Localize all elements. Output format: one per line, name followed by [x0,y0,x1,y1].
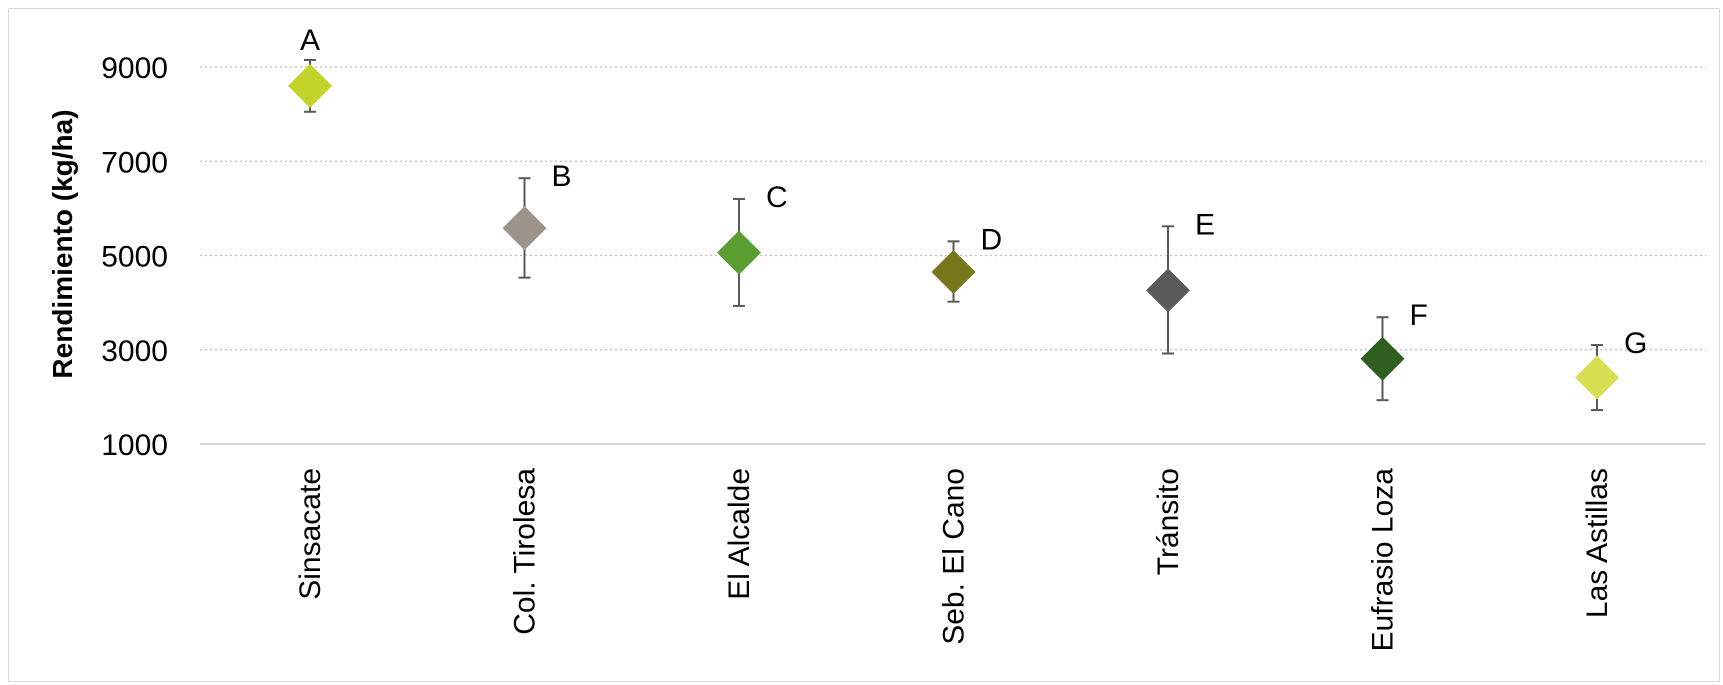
category-label: Las Astillas [1581,468,1614,618]
data-point-marker [1146,268,1190,313]
significance-letter: F [1410,299,1428,332]
data-point-marker [717,230,761,275]
error-bars [304,58,1603,412]
category-label: Col. Tirolesa [509,468,542,635]
category-label: Tránsito [1152,468,1185,575]
significance-letter: C [766,181,788,214]
category-label: Sinsacate [294,468,327,600]
data-point-marker [288,63,332,108]
data-point-marker [1575,355,1619,400]
category-label: El Alcalde [723,468,756,600]
significance-letter: A [300,24,320,57]
significance-letter: E [1195,208,1215,241]
significance-letter: B [552,160,572,193]
y-axis-title: Rendimiento (kg/ha) [47,109,78,378]
y-tick-label: 3000 [101,335,168,368]
chart-frame [8,8,1720,682]
y-tick-label: 5000 [101,241,168,274]
y-tick-label: 1000 [101,429,168,462]
y-axis: 1000 3000 5000 7000 9000 [101,52,168,462]
significance-letters: A B C D E F G [300,24,1647,360]
significance-letter: G [1624,327,1647,360]
category-label: Seb. El Cano [938,468,971,645]
gridlines [200,66,1706,445]
y-tick-label: 9000 [101,52,168,85]
category-label: Eufrasio Loza [1367,468,1400,652]
data-point-marker [1360,336,1405,381]
x-axis-categories: Sinsacate Col. Tirolesa El Alcalde Seb. El … [294,468,1614,652]
significance-letter: D [981,223,1003,256]
data-markers [288,63,1619,400]
y-tick-label: 7000 [101,146,168,179]
data-point-marker [502,206,547,251]
data-point-marker [931,249,976,294]
